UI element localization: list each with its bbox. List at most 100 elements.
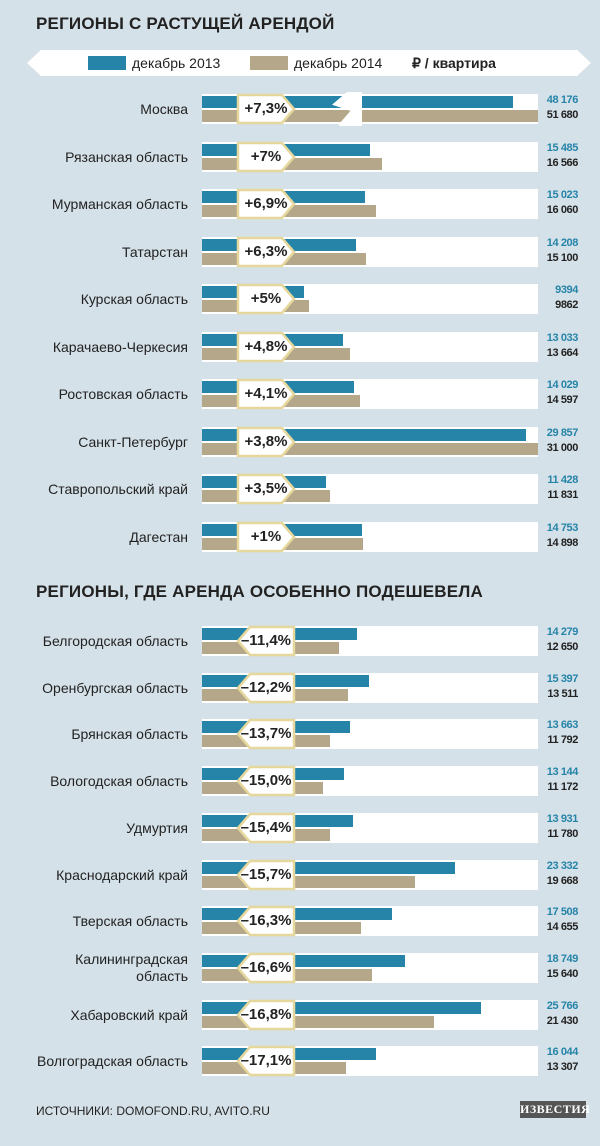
arrow-right-icon	[236, 283, 296, 315]
change-badge-up: +7%	[236, 141, 296, 173]
arrow-left-icon	[236, 718, 296, 750]
legend-unit-label: ₽ / квартира	[412, 54, 496, 71]
region-label: Мурманская область	[51, 195, 188, 212]
change-percent-label: –16,3%	[240, 912, 292, 929]
value-dec2013: 14 279	[546, 626, 579, 638]
value-dec2014: 11 792	[547, 734, 578, 746]
value-dec2014: 14 898	[546, 537, 579, 549]
region-label: Татарстан	[121, 243, 188, 260]
change-badge-down: –16,3%	[236, 905, 296, 937]
sources-footer: ИСТОЧНИКИ: DOMOFOND.RU, AVITO.RU	[36, 1104, 270, 1118]
bar-dec2013	[202, 955, 405, 967]
change-percent-label: +3,5%	[244, 480, 288, 497]
change-badge-down: –13,7%	[236, 718, 296, 750]
value-dec2014: 11 831	[547, 489, 578, 501]
change-percent-label: +3,8%	[244, 433, 288, 450]
value-dec2013: 9394	[555, 284, 578, 296]
value-dec2014: 9862	[555, 299, 578, 311]
change-percent-label: –11,4%	[240, 632, 292, 649]
legend-swatch-2013	[88, 56, 126, 70]
arrow-right-icon	[236, 236, 296, 268]
change-percent-label: –17,1%	[240, 1052, 292, 1069]
value-dec2014: 21 430	[546, 1015, 579, 1027]
region-label: Тверская область	[72, 912, 188, 929]
legend-unit: ₽ / квартира	[412, 54, 496, 72]
legend: декабрь 2013 декабрь 2014 ₽ / квартира	[40, 50, 578, 76]
value-dec2013: 14 753	[546, 522, 579, 534]
section-title-decline: РЕГИОНЫ, ГДЕ АРЕНДА ОСОБЕННО ПОДЕШЕВЕЛА	[36, 582, 483, 601]
change-percent-label: –15,7%	[240, 866, 292, 883]
legend-item-2013: декабрь 2013	[88, 54, 220, 72]
change-percent-label: +6,9%	[244, 195, 288, 212]
change-badge-up: +7,3%	[236, 93, 296, 125]
value-dec2014: 14 655	[546, 921, 579, 933]
arrow-right-icon	[236, 93, 296, 125]
change-percent-label: +7,3%	[244, 100, 288, 117]
change-badge-up: +3,8%	[236, 426, 296, 458]
arrow-left-icon	[236, 999, 296, 1031]
arrow-left-icon	[236, 812, 296, 844]
value-dec2014: 15 640	[546, 968, 579, 980]
arrow-left-icon	[236, 765, 296, 797]
change-percent-label: –15,0%	[240, 772, 292, 789]
region-label: Карачаево-Черкесия	[52, 338, 188, 355]
region-label: Краснодарский край	[56, 866, 188, 883]
value-dec2013: 15 397	[546, 673, 579, 685]
region-label: Москва	[140, 100, 188, 117]
value-dec2014: 13 664	[546, 347, 579, 359]
value-dec2013: 15 485	[546, 142, 579, 154]
change-badge-down: –11,4%	[236, 625, 296, 657]
change-percent-label: +4,1%	[244, 385, 288, 402]
value-dec2014: 19 668	[546, 875, 579, 887]
value-dec2013: 15 023	[546, 189, 579, 201]
change-percent-label: +4,8%	[244, 338, 288, 355]
value-dec2013: 16 044	[546, 1046, 579, 1058]
value-dec2014: 16 566	[546, 157, 579, 169]
change-percent-label: –13,7%	[240, 725, 292, 742]
arrow-left-icon	[236, 1045, 296, 1077]
value-dec2014: 16 060	[546, 204, 579, 216]
change-badge-down: –15,0%	[236, 765, 296, 797]
value-dec2014: 13 307	[546, 1061, 579, 1073]
value-dec2013: 13 931	[546, 813, 579, 825]
value-dec2014: 51 680	[546, 109, 579, 121]
arrow-left-icon	[236, 952, 296, 984]
value-dec2013: 14 029	[546, 379, 579, 391]
arrow-right-icon	[236, 141, 296, 173]
value-dec2013: 29 857	[546, 427, 579, 439]
region-label: Курская область	[80, 290, 188, 307]
change-percent-label: +5%	[250, 290, 282, 307]
legend-label-2014: декабрь 2014	[294, 55, 383, 71]
arrow-left-icon	[236, 672, 296, 704]
change-badge-down: –17,1%	[236, 1045, 296, 1077]
bar-dec2013	[202, 908, 392, 920]
region-label: Ростовская область	[58, 385, 188, 402]
bar-dec2014	[202, 876, 415, 888]
legend-right-arrow	[577, 50, 591, 76]
value-dec2013: 18 749	[546, 953, 579, 965]
region-label: Брянская область	[71, 725, 188, 742]
change-percent-label: +1%	[250, 528, 282, 545]
region-label: Дагестан	[129, 528, 188, 545]
value-dec2013: 25 766	[546, 1000, 579, 1012]
region-label: Волгоградская область	[37, 1052, 188, 1069]
arrow-right-icon	[236, 331, 296, 363]
value-dec2014: 31 000	[546, 442, 579, 454]
change-percent-label: –16,8%	[240, 1006, 292, 1023]
region-label: Санкт-Петербург	[78, 433, 188, 450]
change-badge-up: +4,8%	[236, 331, 296, 363]
legend-swatch-2014	[250, 56, 288, 70]
change-badge-up: +3,5%	[236, 473, 296, 505]
region-label: Ставропольский край	[48, 480, 188, 497]
value-dec2013: 14 208	[546, 237, 579, 249]
section-title-growth: РЕГИОНЫ С РАСТУЩЕЙ АРЕНДОЙ	[36, 14, 335, 33]
arrow-right-icon	[236, 426, 296, 458]
arrow-left-icon	[236, 625, 296, 657]
axis-break-mark	[332, 92, 362, 126]
change-badge-down: –16,6%	[236, 952, 296, 984]
change-badge-up: +4,1%	[236, 378, 296, 410]
value-dec2013: 11 428	[547, 474, 578, 486]
change-badge-down: –16,8%	[236, 999, 296, 1031]
change-percent-label: +6,3%	[244, 243, 288, 260]
arrow-right-icon	[236, 473, 296, 505]
